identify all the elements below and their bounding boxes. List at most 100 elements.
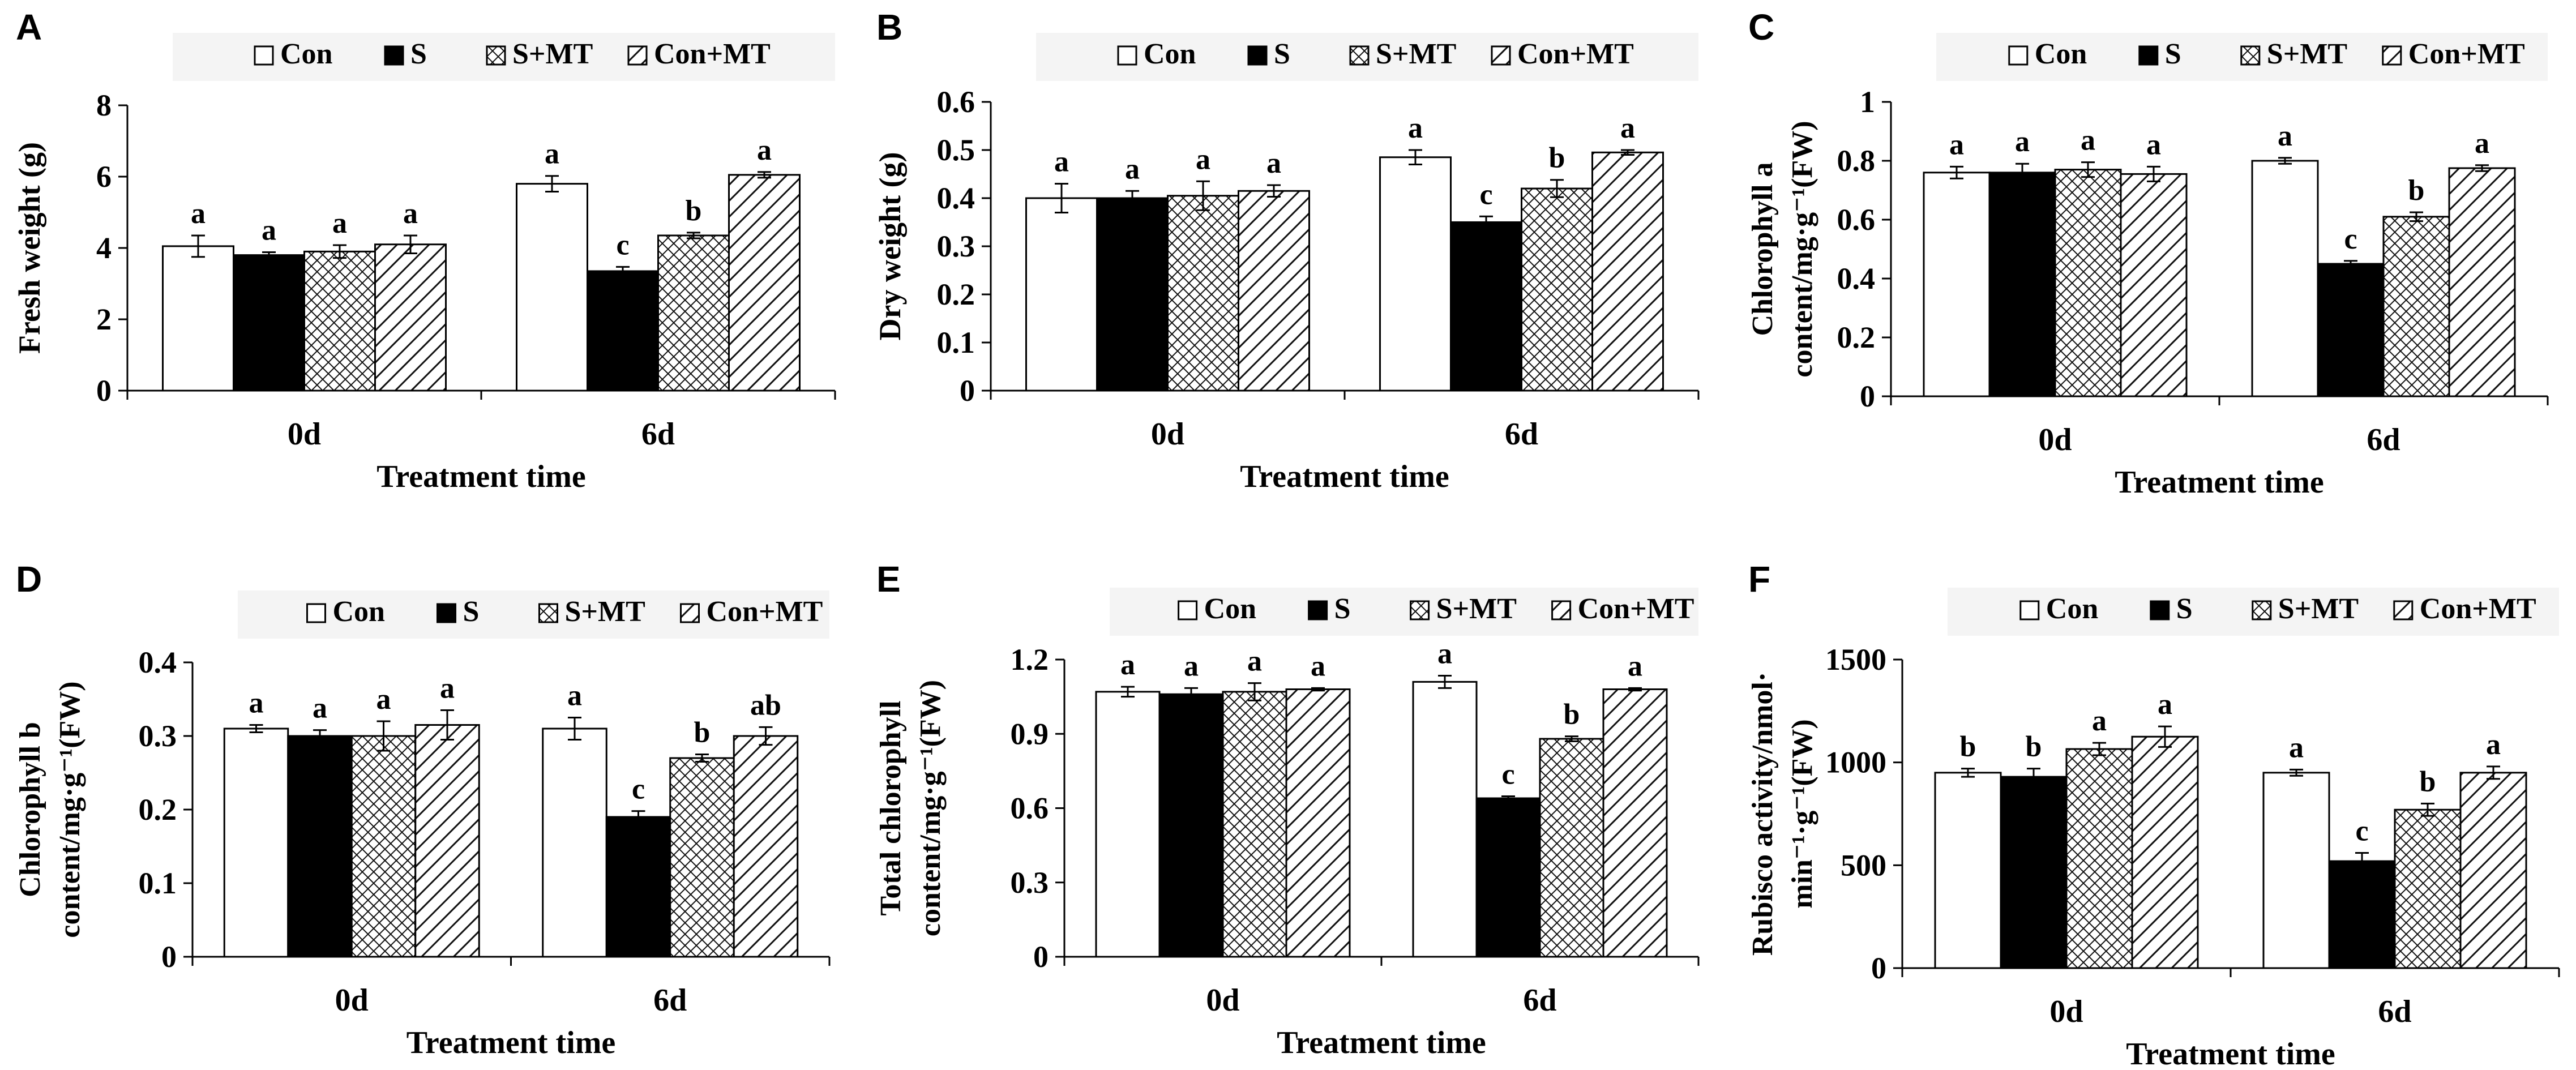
legend-swatch-s-mt [486,45,506,66]
y-tick-label: 0.9 [1011,717,1049,751]
bar-con-mt-6d [728,174,801,392]
legend-swatch-s [2150,600,2170,620]
legend-label: S+MT [1436,593,1517,625]
legend-label: S [410,38,427,70]
bar-s-mt-0d [303,250,376,392]
bar-con-6d [2251,160,2319,397]
y-tick-label: 0.1 [937,326,975,359]
y-tick-label: 1000 [1825,746,1886,780]
legend-swatch-s [1247,45,1268,66]
significance-letter: c [632,773,645,806]
legend-swatch-con-mt [1491,45,1511,66]
significance-letter: a [440,673,455,705]
legend-label: S [1334,593,1351,625]
bar-con-0d [162,245,234,392]
x-tick-label: 0d [288,417,321,452]
x-tick-label: 6d [641,417,675,452]
legend-background [1110,588,1698,636]
significance-letter: a [1196,143,1210,176]
legend-swatch-con-mt [1551,600,1572,620]
x-tick-label: 6d [2367,422,2400,457]
legend-swatch-s-mt [1349,45,1370,66]
chart-panel-c: C Con S S+MT Con+MT 0 0.2 0.4 0.6 0.8 1 0d 6d Treatme… [1747,7,2549,500]
x-axis-label: Treatment time [406,1025,616,1060]
bar-s-mt-0d [1167,195,1239,392]
y-tick-label: 0.3 [937,229,975,263]
bar-con-mt-0d [2120,173,2188,397]
x-axis-label: Treatment time [2115,465,2324,500]
y-tick-label: 0.3 [1011,866,1049,900]
legend-swatch-con-mt [2393,600,2414,620]
legend-label: Con+MT [2408,38,2525,70]
x-tick-label: 6d [1505,417,1538,452]
legend-label: S+MT [565,596,645,628]
significance-letter: b [2408,174,2425,207]
bar-s-0d [2000,776,2068,969]
y-tick-label: 0 [1860,379,1875,413]
y-tick-label: 0.6 [937,85,975,119]
legend-label: S [463,596,480,628]
y-tick-label: 0.2 [139,793,177,827]
significance-letter: a [2289,731,2304,764]
legend-label: S [2165,38,2181,70]
significance-letter: a [376,683,391,716]
bar-con-6d [2262,772,2330,969]
significance-letter: b [694,717,711,749]
bar-con-6d [1412,680,1478,958]
y-axis-label-line: Chlorophyll b [14,722,46,897]
bar-con-mt-6d [2448,167,2516,397]
bar-s-mt-0d [1222,691,1287,958]
x-tick-label: 0d [1151,417,1184,452]
y-tick-label: 0.3 [139,719,177,753]
significance-letter: a [2092,705,2107,737]
bar-con-mt-0d [1238,190,1310,392]
legend-label: Con+MT [707,596,823,628]
legend: Con S S+MT Con+MT [254,38,771,70]
y-axis-label-line: content/mg·g⁻¹(FW) [1786,121,1818,377]
significance-letter: b [2026,731,2042,763]
legend-swatch-con [1178,600,1198,620]
significance-letter: a [545,138,559,170]
legend-swatch-s-mt [2252,600,2272,620]
bar-s-6d [605,816,671,958]
bar-con-mt-0d [414,724,480,958]
legend-swatch-con [1117,45,1137,66]
significance-letter: a [1120,649,1135,681]
significance-letter: a [249,687,264,720]
x-tick-label: 0d [2049,994,2083,1029]
y-tick-label: 1.2 [1011,643,1049,677]
y-tick-label: 2 [96,302,112,336]
y-axis-label-line: Chlorophyll a [1747,162,1779,336]
significance-letter: a [567,680,582,712]
legend-label: Con+MT [654,38,771,70]
bar-s-6d [2317,263,2385,397]
bar-s-0d [1158,693,1224,958]
bar-con-mt-0d [374,243,447,392]
x-tick-label: 0d [1206,983,1239,1018]
significance-letter: a [1184,650,1199,682]
bar-s-mt-6d [2382,216,2450,397]
y-tick-label: 0.2 [937,277,975,311]
y-tick-label: 0.2 [1837,320,1876,354]
significance-letter: a [1949,129,1964,161]
significance-letter: a [1266,147,1281,179]
legend-label: S+MT [512,38,593,70]
significance-letter: b [686,195,702,227]
bar-con-mt-6d [1591,151,1664,392]
y-tick-label: 0.4 [139,645,177,679]
significance-letter: a [2486,729,2501,761]
legend-swatch-con [306,603,326,623]
x-tick-label: 6d [2378,994,2411,1029]
bar-con-mt-6d [733,735,799,958]
legend-label: S+MT [2267,38,2347,70]
chart-panel-f: F Con S S+MT Con+MT 0 500 1000 1500 0d 6d Treatment… [1747,559,2560,1070]
legend-swatch-s-mt [538,603,558,623]
legend-swatch-con [254,45,274,66]
chart-panel-e: E Con S S+MT Con+MT 0 0.3 0.6 0.9 1.2 0d 6d Treatmen… [875,559,1700,1060]
bar-con-0d [1095,691,1161,958]
legend-label: Con+MT [1578,593,1694,625]
panel-letter: E [876,559,901,600]
significance-letter: a [1125,153,1140,185]
bar-con-0d [1934,772,2002,969]
